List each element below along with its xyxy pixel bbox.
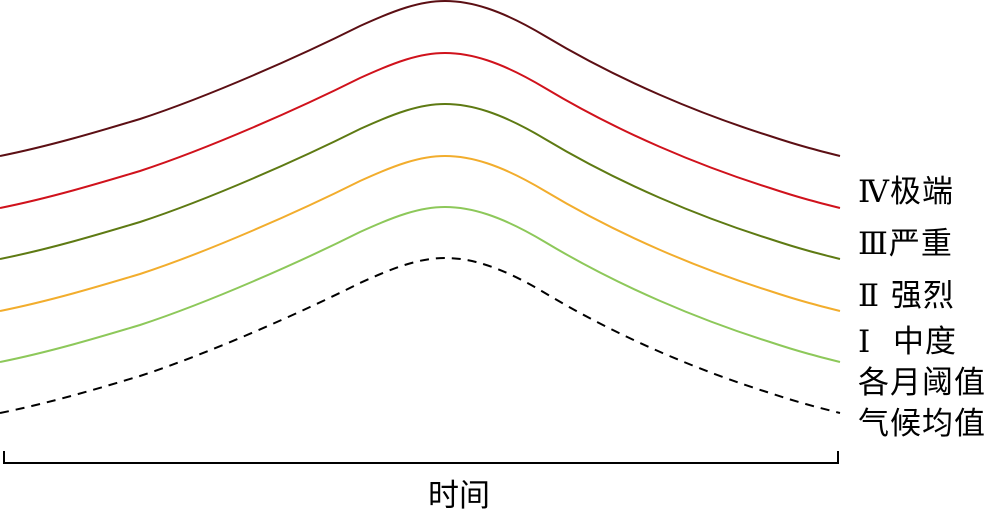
legend-label-level1: Ⅰ 中度 [858, 324, 957, 360]
time-axis-bracket [3, 451, 839, 464]
x-axis-label: 时间 [428, 478, 490, 514]
curve-level4 [0, 0, 841, 157]
curve-level3 [0, 51, 841, 209]
legend-label-climate-mean: 气候均值 [858, 406, 986, 442]
curve-level2 [0, 102, 841, 260]
legend-label-level4: Ⅳ极端 [858, 174, 954, 210]
legend-label-level3: Ⅲ严重 [858, 226, 953, 262]
legend-label-level2: Ⅱ 强烈 [858, 278, 955, 314]
legend-label-monthly-threshold: 各月阈值 [858, 365, 986, 401]
curve-layer [0, 0, 841, 414]
curve-climate-mean [0, 256, 841, 414]
curve-monthly-threshold [0, 205, 841, 363]
curve-level1 [0, 154, 841, 312]
